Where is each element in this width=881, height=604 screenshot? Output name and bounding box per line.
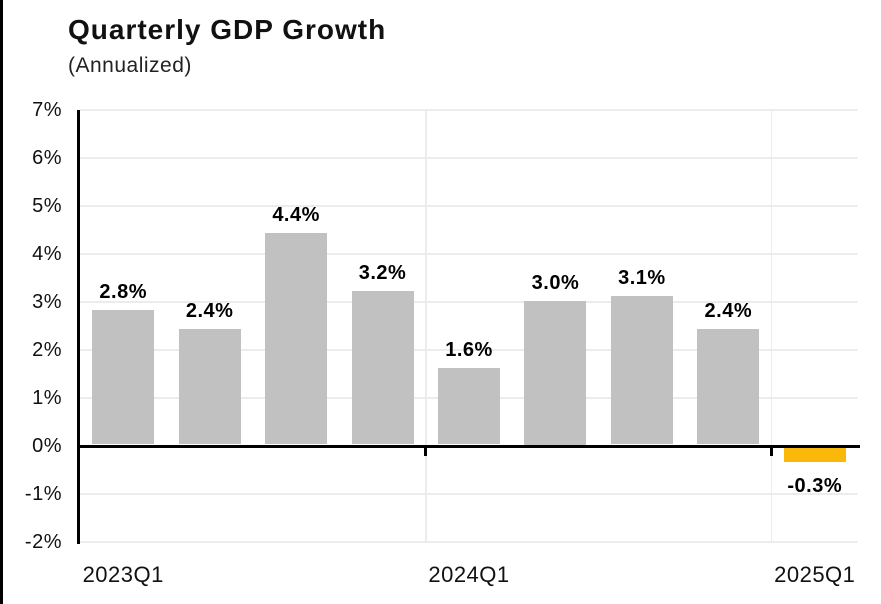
gridline-horizontal [80, 301, 858, 303]
y-axis-tick-label: 7% [32, 99, 62, 121]
bar-value-label: 3.0% [531, 271, 580, 294]
y-axis-line [77, 110, 80, 544]
gridline-horizontal [80, 157, 858, 159]
x-axis-tick-label: 2024Q1 [428, 562, 510, 587]
bar-2024Q2 [524, 300, 587, 445]
bar-2024Q4 [697, 329, 760, 445]
gridline-horizontal [80, 541, 858, 543]
x-axis-tick-label: 2023Q1 [82, 562, 164, 587]
chart-title: Quarterly GDP Growth [68, 14, 387, 45]
bar-value-label: 3.2% [358, 261, 407, 284]
bar-2023Q2 [178, 329, 241, 445]
bar-2023Q1 [92, 310, 155, 445]
bar-value-label: 2.4% [704, 300, 753, 323]
chart-subtitle: (Annualized) [68, 54, 192, 77]
y-axis-tick-label: 5% [32, 195, 62, 217]
gridline-horizontal [80, 109, 858, 111]
y-axis-tick-label: 1% [32, 387, 62, 409]
bar-value-label: 3.1% [618, 266, 666, 289]
bar-2023Q4 [351, 290, 414, 445]
gridline-vertical [425, 110, 427, 542]
y-axis-tick-label: -2% [24, 531, 62, 553]
y-axis-tick-label: 4% [32, 243, 62, 265]
bar-value-label: 4.4% [272, 204, 320, 227]
gridline-horizontal [80, 493, 858, 495]
window-left-edge [0, 0, 3, 604]
gridline-horizontal [80, 205, 858, 207]
y-axis-tick-label: -1% [24, 483, 62, 505]
gridline-horizontal [80, 253, 858, 255]
bar-value-label: 2.4% [185, 300, 234, 323]
bar-2023Q3 [265, 233, 328, 445]
x-axis-tick [770, 446, 774, 456]
y-axis-tick-label: 3% [32, 291, 62, 313]
gridline-horizontal [80, 349, 858, 351]
bar-2025Q1 [783, 447, 846, 462]
y-axis-tick-label: 6% [32, 147, 62, 169]
bar-value-label: -0.3% [787, 474, 843, 497]
gridline-vertical [770, 110, 773, 542]
y-axis-tick-label: 2% [32, 339, 62, 361]
x-axis-tick-label: 2025Q1 [774, 562, 856, 587]
bar-2024Q3 [610, 295, 673, 445]
bar-2024Q1 [438, 367, 500, 445]
x-axis-tick [424, 446, 428, 456]
y-axis-tick-label: 0% [32, 435, 62, 457]
bar-value-label: 1.6% [445, 338, 493, 361]
zero-baseline [77, 444, 860, 448]
bar-value-label: 2.8% [99, 281, 148, 304]
